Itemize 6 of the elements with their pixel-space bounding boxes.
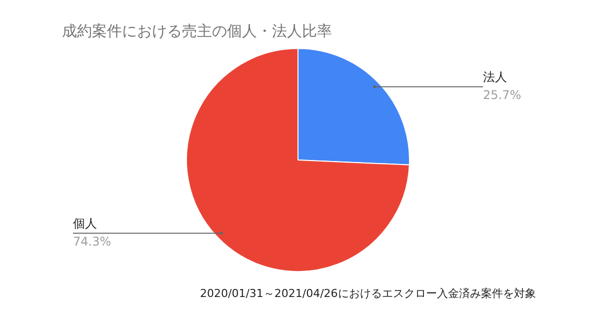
data-label: 74.3% — [73, 234, 112, 248]
text: 2020/01/31～2021/04/26におけるエスクロー入金済み案件を対象 — [200, 286, 536, 301]
chart-title: 成約案件における売主の個人・法人比率 — [62, 22, 332, 41]
slice-label: 個人 — [73, 216, 97, 230]
slice-label: 法人 — [483, 70, 507, 84]
data-label: 25.7% — [483, 88, 522, 102]
